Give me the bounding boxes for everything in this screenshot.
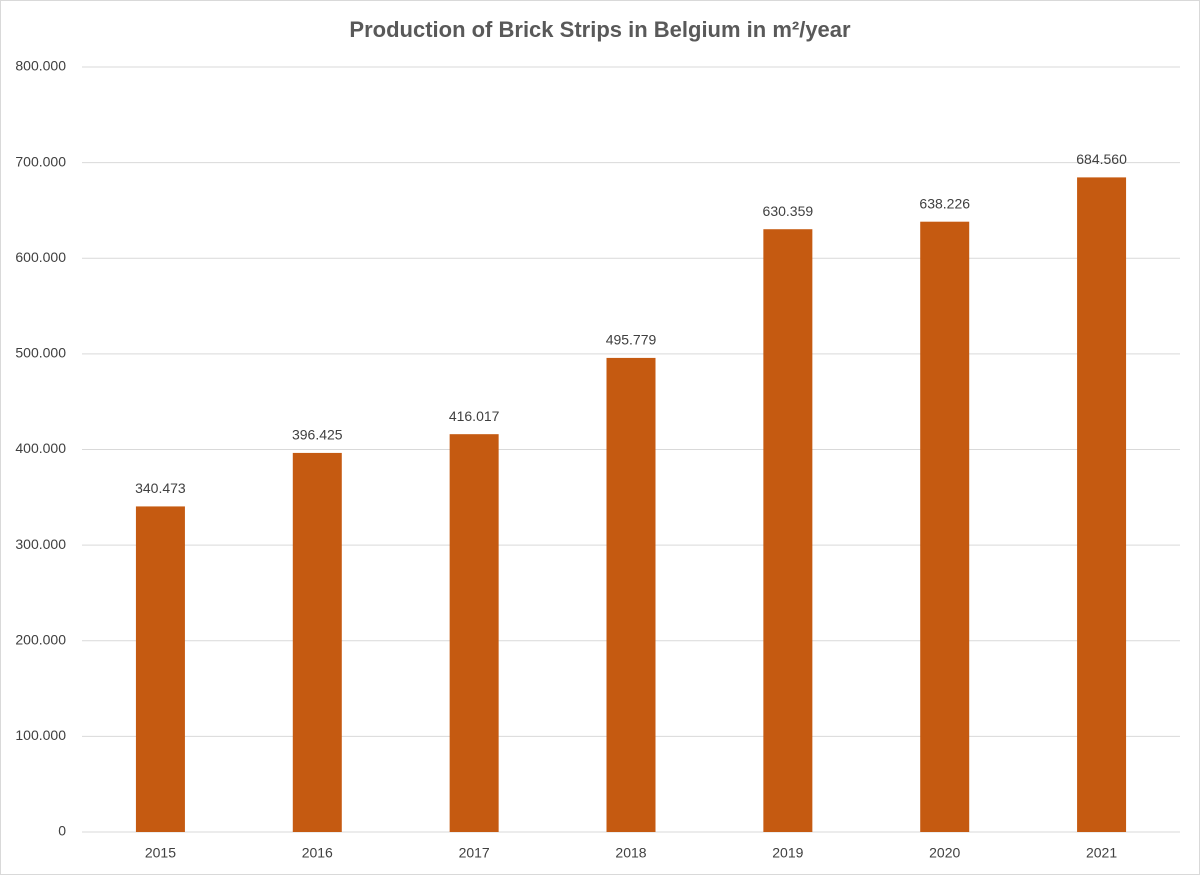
x-tick-label: 2015 bbox=[145, 845, 176, 861]
bar bbox=[606, 357, 656, 832]
bar bbox=[135, 506, 185, 832]
bar bbox=[1077, 177, 1127, 832]
bar bbox=[449, 434, 499, 832]
y-tick-label: 400.000 bbox=[15, 440, 66, 456]
y-tick-label: 500.000 bbox=[15, 345, 66, 361]
data-label: 416.017 bbox=[449, 408, 500, 424]
chart-title: Production of Brick Strips in Belgium in… bbox=[349, 17, 851, 42]
x-tick-label: 2021 bbox=[1086, 845, 1117, 861]
bar bbox=[920, 221, 970, 832]
bar bbox=[292, 452, 342, 832]
y-tick-label: 300.000 bbox=[15, 536, 66, 552]
x-tick-label: 2017 bbox=[459, 845, 490, 861]
y-tick-label: 600.000 bbox=[15, 249, 66, 265]
x-tick-label: 2018 bbox=[615, 845, 646, 861]
x-tick-label: 2020 bbox=[929, 845, 960, 861]
y-tick-label: 700.000 bbox=[15, 153, 66, 169]
data-label: 638.226 bbox=[919, 195, 970, 211]
data-label: 630.359 bbox=[763, 203, 814, 219]
data-label: 684.560 bbox=[1076, 151, 1127, 167]
y-tick-label: 200.000 bbox=[15, 631, 66, 647]
y-tick-label: 100.000 bbox=[15, 727, 66, 743]
data-label: 495.779 bbox=[606, 332, 657, 348]
bar bbox=[763, 229, 813, 832]
y-tick-label: 0 bbox=[58, 823, 66, 839]
x-tick-label: 2016 bbox=[302, 845, 333, 861]
data-label: 340.473 bbox=[135, 480, 186, 496]
y-tick-label: 800.000 bbox=[15, 58, 66, 74]
x-tick-label: 2019 bbox=[772, 845, 803, 861]
data-label: 396.425 bbox=[292, 427, 343, 443]
